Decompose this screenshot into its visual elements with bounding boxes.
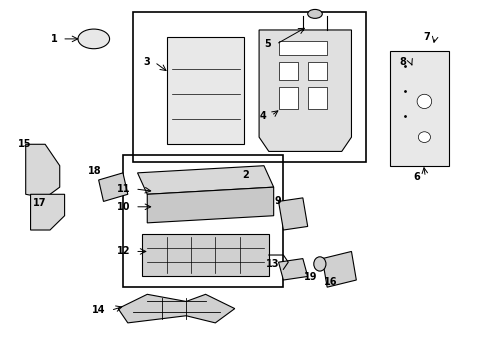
- Text: 12: 12: [117, 247, 130, 256]
- Text: 14: 14: [92, 305, 106, 315]
- Ellipse shape: [313, 257, 325, 271]
- Ellipse shape: [420, 65, 432, 73]
- Text: 2: 2: [242, 170, 249, 180]
- Polygon shape: [147, 187, 273, 223]
- Ellipse shape: [307, 9, 322, 18]
- Polygon shape: [118, 294, 234, 323]
- Polygon shape: [389, 51, 448, 166]
- Text: 11: 11: [117, 184, 130, 194]
- Text: 16: 16: [324, 277, 337, 287]
- Text: 4: 4: [259, 111, 266, 121]
- Polygon shape: [137, 166, 273, 194]
- Polygon shape: [278, 198, 307, 230]
- Ellipse shape: [409, 55, 424, 65]
- Text: 8: 8: [398, 57, 405, 67]
- Bar: [278, 62, 297, 80]
- Polygon shape: [99, 173, 127, 202]
- Text: 7: 7: [423, 32, 429, 42]
- Ellipse shape: [78, 29, 109, 49]
- Polygon shape: [166, 37, 244, 144]
- Ellipse shape: [417, 132, 429, 143]
- Text: 17: 17: [33, 198, 46, 208]
- Text: 19: 19: [304, 272, 317, 282]
- Text: 13: 13: [265, 259, 279, 269]
- Text: 5: 5: [264, 39, 271, 49]
- Bar: [132, 12, 366, 162]
- Bar: [122, 155, 283, 287]
- Ellipse shape: [416, 94, 431, 109]
- Text: 18: 18: [87, 166, 101, 176]
- Bar: [278, 41, 326, 55]
- Bar: [307, 87, 326, 109]
- Text: 9: 9: [274, 197, 281, 206]
- Polygon shape: [322, 251, 356, 287]
- Text: 15: 15: [18, 139, 31, 149]
- Polygon shape: [26, 144, 60, 198]
- Text: 3: 3: [142, 57, 149, 67]
- Polygon shape: [278, 258, 307, 280]
- Polygon shape: [30, 194, 64, 230]
- Bar: [278, 87, 297, 109]
- Text: 1: 1: [50, 34, 57, 44]
- Polygon shape: [259, 30, 351, 152]
- Text: 10: 10: [117, 202, 130, 212]
- Bar: [307, 62, 326, 80]
- Polygon shape: [142, 234, 268, 276]
- Text: 6: 6: [413, 172, 420, 182]
